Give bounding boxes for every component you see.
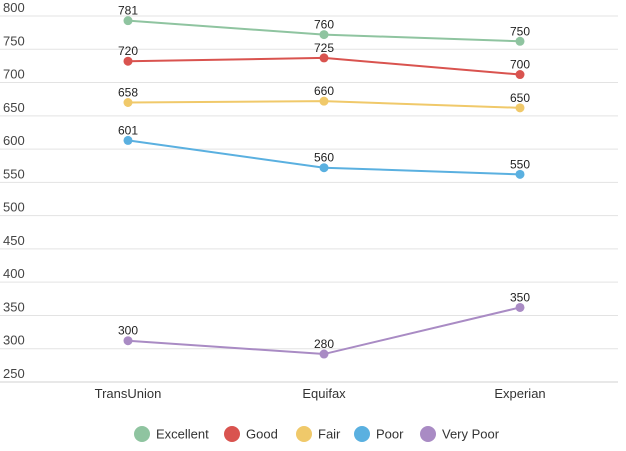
legend-item[interactable]: Good [224,426,278,442]
data-label: 550 [510,157,530,171]
grid-lines [0,15,618,383]
legend-item[interactable]: Poor [354,426,404,442]
data-point[interactable] [515,103,525,113]
data-label: 760 [314,18,334,32]
data-point[interactable] [123,336,133,346]
data-point[interactable] [319,30,329,40]
y-tick-label: 600 [3,133,25,148]
data-point[interactable] [515,36,525,46]
legend-label: Good [246,427,278,442]
data-label: 650 [510,91,530,105]
legend-swatch [354,426,370,442]
data-point[interactable] [319,349,329,359]
legend-label: Fair [318,427,341,442]
legend-label: Poor [376,427,404,442]
data-label: 725 [314,41,334,55]
y-tick-label: 350 [3,299,25,314]
data-label: 700 [510,58,530,72]
legend-label: Excellent [156,427,209,442]
y-tick-label: 750 [3,33,25,48]
data-label: 601 [118,123,138,137]
data-label: 280 [314,337,334,351]
data-point[interactable] [515,169,525,179]
legend-swatch [296,426,312,442]
data-label: 720 [118,44,138,58]
y-tick-label: 400 [3,266,25,281]
y-tick-label: 550 [3,166,25,181]
y-tick-label: 300 [3,333,25,348]
y-tick-label: 250 [3,366,25,381]
y-tick-label: 800 [3,0,25,15]
y-tick-label: 500 [3,200,25,215]
data-point[interactable] [123,97,133,107]
x-tick-label: Equifax [302,386,346,401]
data-point[interactable] [515,70,525,80]
y-tick-label: 700 [3,67,25,82]
data-label: 350 [510,290,530,304]
legend-swatch [420,426,436,442]
y-tick-label: 450 [3,233,25,248]
y-tick-label: 650 [3,100,25,115]
data-point[interactable] [319,53,329,63]
data-label: 660 [314,84,334,98]
legend[interactable]: Excellent Good Fair Poor Very Poor [134,426,500,442]
data-label: 658 [118,85,138,99]
x-tick-label: TransUnion [95,386,162,401]
data-labels: 781 760 750 720 725 700 658 660 650 601 560 550 300 2… [118,4,530,351]
data-point[interactable] [123,56,133,66]
x-tick-label: Experian [494,386,545,401]
data-point[interactable] [123,135,133,145]
data-point[interactable] [319,96,329,106]
data-label: 750 [510,24,530,38]
x-axis-ticks: TransUnion Equifax Experian [95,386,546,401]
y-axis-ticks: 800 750 700 650 600 550 500 450 400 350 300 250 [3,0,25,381]
data-label: 781 [118,4,138,18]
legend-item[interactable]: Excellent [134,426,209,442]
legend-item[interactable]: Fair [296,426,341,442]
series-lines [123,16,525,359]
legend-label: Very Poor [442,427,500,442]
legend-swatch [224,426,240,442]
data-point[interactable] [319,163,329,173]
legend-item[interactable]: Very Poor [420,426,500,442]
data-point[interactable] [123,16,133,26]
legend-swatch [134,426,150,442]
data-point[interactable] [515,302,525,312]
data-label: 560 [314,151,334,165]
data-label: 300 [118,324,138,338]
